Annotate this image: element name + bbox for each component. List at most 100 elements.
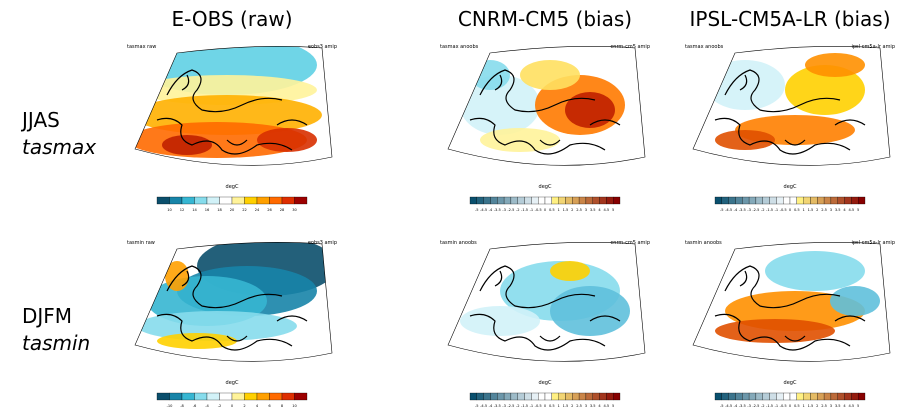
colorbar-tick-label: -0.5 [780,404,787,408]
colorbar-segment [824,197,831,204]
map-panel: tasmax raweobs3 amipdegC1012141618202224… [127,35,337,212]
colorbar-tick-label: -5 [720,404,724,408]
colorbar-tick-label: 2 [243,404,245,408]
colorbar-segment [207,197,220,204]
colorbar-segment [565,393,572,400]
colorbar-tick-label: 0.5 [794,208,800,212]
colorbar-segment [722,197,729,204]
colorbar-tick-label: 6 [268,404,271,408]
colorbar-tick-label: 5 [612,208,614,212]
colorbar-segment [295,197,308,204]
map-patch [715,319,835,343]
panel-label-right: eobs3 amip [308,44,337,50]
colorbar-tick-label: -2 [516,404,520,408]
colorbar-tick-label: 3 [830,404,832,408]
column-title: CNRM-CM5 (bias) [458,7,632,31]
colorbar-segment [749,393,756,400]
map-panel: tasmax anoobsipsl-cm5a-lr amipdegC-5-4.5… [685,44,895,212]
colorbar-segment [756,393,763,400]
colorbar-tick-label: 2.5 [576,404,582,408]
colorbar-tick-label: 8 [281,404,284,408]
colorbar-tick-label: -1.5 [766,404,773,408]
colorbar-tick-label: 2.5 [576,208,582,212]
colorbar-tick-label: 20 [230,208,235,212]
colorbar-segment [742,197,749,204]
colorbar-segment [484,393,491,400]
colorbar-segment [845,197,852,204]
colorbar-units: degC [226,380,239,386]
colorbar-tick-label: 1 [802,404,804,408]
colorbar-tick-label: 3 [585,404,587,408]
colorbar-segment [195,393,208,400]
colorbar-tick-label: 22 [242,208,247,212]
colorbar-tick-label: 1 [557,208,559,212]
colorbar-units: degC [784,184,797,190]
colorbar-tick-label: -3 [747,208,751,212]
colorbar-tick-label: 12 [180,208,185,212]
colorbar-tick-label: -1 [530,404,534,408]
colorbar-units: degC [539,184,552,190]
colorbar-tick-label: 0.5 [794,404,800,408]
colorbar-tick-label: 5 [857,208,859,212]
colorbar-tick-label: -3.5 [739,404,746,408]
colorbar-segment [195,197,208,204]
colorbar-segment [257,197,270,204]
colorbar-segment [572,393,579,400]
colorbar-tick-label: -3.5 [739,208,746,212]
colorbar-segment [831,197,838,204]
panel-label-right: cnrm-cm5 amip [611,44,650,50]
colorbar-segment [559,197,566,204]
colorbar-segment [749,197,756,204]
colorbar-segment [170,197,183,204]
colorbar-segment [525,393,532,400]
map-fill [440,45,650,175]
colorbar-tick-label: -1 [775,208,779,212]
colorbar-segment [790,393,797,400]
colorbar-segment [270,197,283,204]
colorbar-units: degC [226,184,239,190]
colorbar-segment [245,393,258,400]
colorbar-tick-label: -4.5 [725,404,732,408]
colorbar-tick-label: -1.5 [521,208,528,212]
colorbar-segment [851,393,858,400]
colorbar-tick-label: 0.5 [549,404,555,408]
colorbar-tick-label: -6 [193,404,197,408]
panel-label-right: ipsl-cm5a-lr amip [851,44,895,50]
colorbar-segment [232,393,245,400]
colorbar-segment [763,197,770,204]
row-season: DJFM [22,304,72,328]
colorbar-segment [182,393,195,400]
colorbar-tick-label: 0.5 [549,208,555,212]
colorbar-tick-label: -4 [734,208,738,212]
colorbar-segment [565,197,572,204]
colorbar-segment [477,393,484,400]
colorbar-segment [783,197,790,204]
colorbar-tick-label: 0 [789,404,792,408]
colorbar-tick-label: 3.5 [835,404,841,408]
colorbar-tick-label: -2 [218,404,222,408]
colorbar-units: degC [784,380,797,386]
colorbar-segment [858,393,865,400]
colorbar-segment [606,197,613,204]
colorbar-segment [497,393,504,400]
colorbar-segment [722,393,729,400]
colorbar-tick-label: 4.5 [849,208,855,212]
colorbar-segment [824,393,831,400]
colorbar-segment [552,393,559,400]
colorbar-segment [742,393,749,400]
colorbar-tick-label: 1 [802,208,804,212]
colorbar-tick-label: -8 [180,404,184,408]
colorbar-tick-label: 3.5 [590,404,596,408]
colorbar-tick-label: -10 [167,404,174,408]
colorbar-tick-label: -2 [761,404,765,408]
colorbar-segment [838,197,845,204]
map-patch [480,128,560,152]
colorbar-segment [579,197,586,204]
colorbar-segment [282,197,295,204]
colorbar-segment [593,393,600,400]
map-panel: tasmin raweobs3 amipdegC-10-8-6-4-202468… [127,236,337,408]
colorbar-tick-label: 4 [598,208,601,212]
colorbar-segment [538,393,545,400]
colorbar-segment [797,393,804,400]
colorbar-segment [838,393,845,400]
